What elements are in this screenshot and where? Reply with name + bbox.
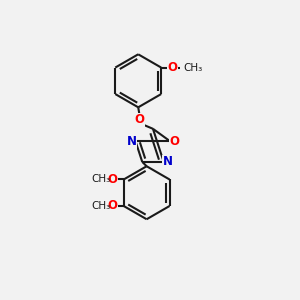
Text: CH₃: CH₃	[92, 175, 111, 184]
Text: O: O	[135, 113, 145, 126]
Text: O: O	[167, 61, 177, 74]
Text: CH₃: CH₃	[92, 201, 111, 211]
Text: N: N	[163, 155, 172, 168]
Text: O: O	[107, 200, 118, 212]
Text: N: N	[127, 135, 137, 148]
Text: O: O	[107, 173, 118, 186]
Text: CH₃: CH₃	[184, 63, 203, 73]
Text: O: O	[169, 135, 179, 148]
